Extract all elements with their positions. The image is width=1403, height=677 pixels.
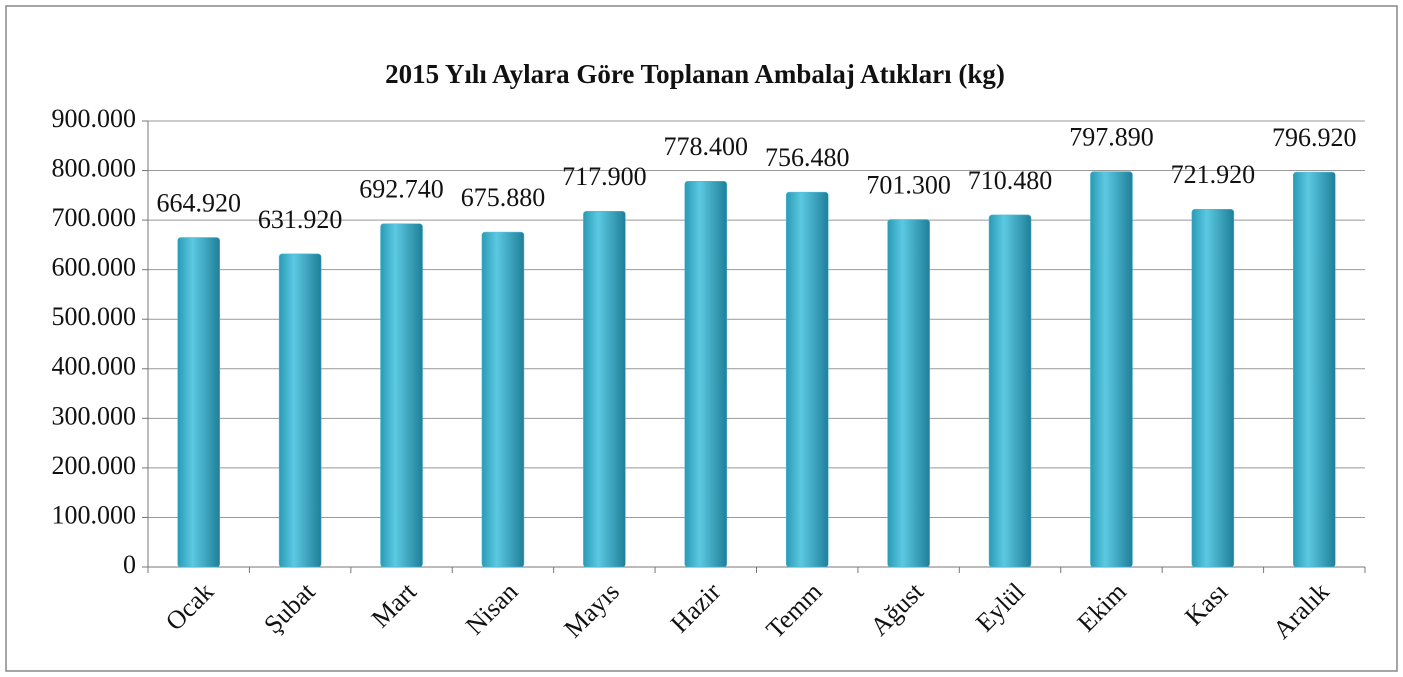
bar	[684, 181, 728, 568]
y-tick-label: 800.000	[52, 154, 137, 183]
bar	[785, 191, 829, 568]
value-label: 710.480	[968, 166, 1053, 195]
value-label: 778.400	[664, 132, 749, 161]
bar	[177, 237, 220, 568]
value-label: 675.880	[461, 183, 546, 212]
value-label: 717.900	[562, 162, 647, 191]
y-tick-label: 600.000	[52, 253, 137, 282]
bar	[481, 231, 525, 568]
y-tick-label: 0	[123, 550, 136, 579]
value-label: 796.920	[1272, 123, 1357, 152]
value-label: 756.480	[765, 143, 850, 172]
bar	[887, 219, 930, 568]
value-label: 721.920	[1171, 160, 1256, 189]
y-tick-label: 400.000	[52, 352, 137, 381]
bar	[380, 223, 423, 568]
bar	[988, 214, 1032, 568]
bar	[1293, 171, 1336, 568]
y-tick-label: 500.000	[52, 302, 137, 331]
y-tick-label: 700.000	[52, 203, 137, 232]
y-tick-label: 200.000	[52, 451, 137, 480]
bar	[1191, 208, 1235, 568]
y-tick-label: 100.000	[52, 500, 137, 529]
chart-title: 2015 Yılı Aylara Göre Toplanan Ambalaj A…	[385, 59, 1005, 89]
value-label: 631.920	[258, 205, 343, 234]
bar	[583, 210, 626, 568]
value-label: 797.890	[1069, 123, 1154, 152]
value-label: 692.740	[359, 175, 444, 204]
y-tick-label: 300.000	[52, 401, 137, 430]
value-label: 701.300	[866, 170, 951, 199]
bar	[1090, 171, 1133, 568]
bar	[278, 253, 322, 568]
y-tick-label: 900.000	[52, 104, 137, 133]
value-label: 664.920	[156, 188, 241, 217]
